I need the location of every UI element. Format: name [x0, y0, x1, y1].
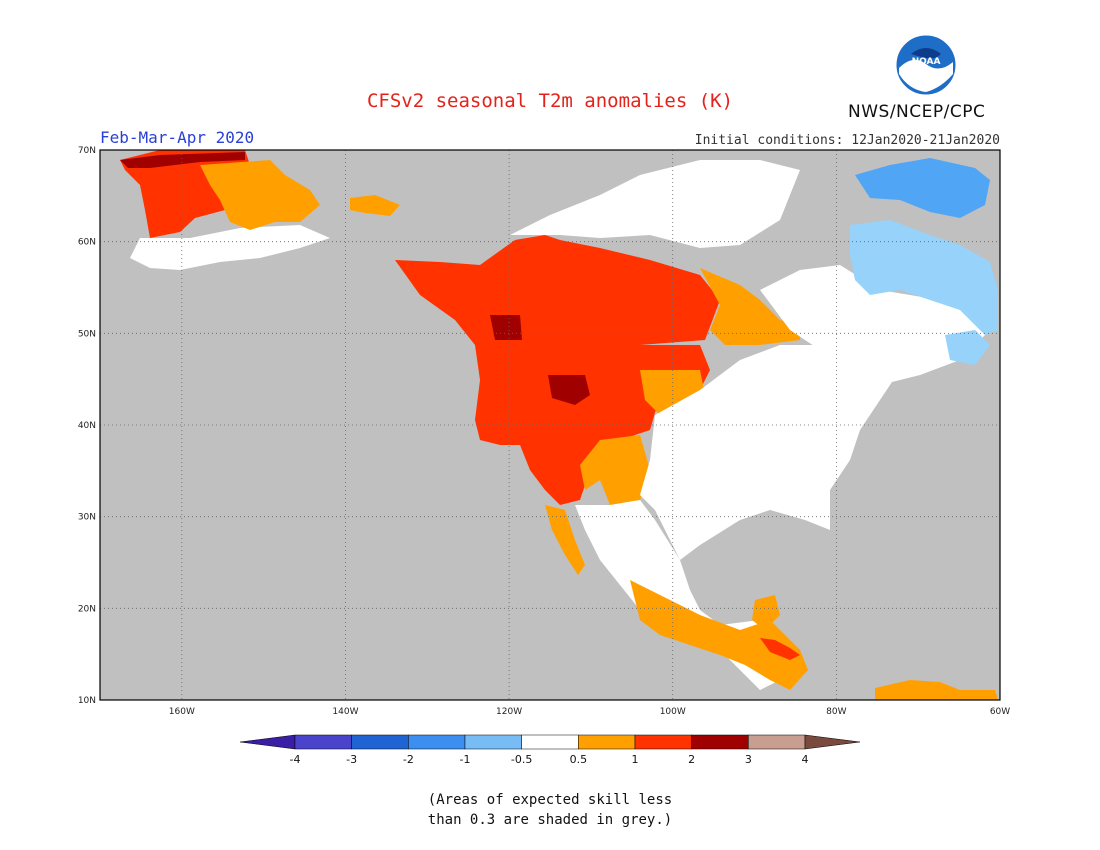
lat-tick-label: 40N: [78, 421, 96, 431]
colorbar-box: [691, 734, 749, 750]
mexico-central-america: [545, 500, 998, 700]
central-us-neutral: [640, 345, 900, 560]
baffin-cool: [855, 158, 990, 218]
logo-text: NOAA: [912, 57, 941, 67]
labrador-cool: [850, 220, 998, 335]
colorbar-tick-label: 2: [688, 753, 695, 766]
lon-tick-label: 120W: [496, 707, 522, 717]
central-america-warm: [760, 638, 800, 660]
colorbar-left-arrow: [239, 734, 296, 750]
footnote-line-2: than 0.3 are shaded in grey.): [427, 812, 673, 828]
alaska-region: [120, 150, 400, 270]
colorbar-tick-label: 1: [632, 753, 639, 766]
nw-canada-neutral: [510, 160, 800, 248]
quebec-neutral: [760, 265, 990, 385]
colorbar-labels: -4 -3 -2 -1 -0.5 0.5 1 2 3 4: [290, 753, 809, 766]
colorbar-box: [578, 734, 636, 750]
lat-tick-label: 70N: [78, 146, 96, 156]
colorbar-box: [634, 734, 692, 750]
lon-tick-label: 60W: [990, 707, 1010, 717]
colorbar-tick-label: 3: [745, 753, 752, 766]
map-frame: [99, 149, 1001, 701]
alaska-hot: [120, 152, 245, 168]
organization-label: NWS/NCEP/CPC: [848, 102, 986, 122]
central-canada-warm-orange: [700, 268, 800, 345]
colorbar-tick-label: 4: [802, 753, 809, 766]
newfoundland-cool: [945, 330, 990, 365]
lat-tick-label: 30N: [78, 513, 96, 523]
eastern-canada: [760, 158, 998, 385]
western-canada-warm: [395, 235, 720, 345]
colorbar-tick-label: -1: [460, 753, 471, 766]
colorbar-box: [521, 734, 579, 750]
bc-hot: [490, 315, 522, 340]
south-america-warm: [875, 680, 998, 700]
lon-tick-label: 140W: [332, 707, 358, 717]
yucatan-warm: [752, 595, 780, 630]
season-label: Feb-Mar-Apr 2020: [100, 128, 255, 147]
lon-tick-label: 160W: [169, 707, 195, 717]
colorbar-tick-label: 0.5: [570, 753, 588, 766]
colorbar-tick-label: -4: [290, 753, 301, 766]
colorbar-right-arrow: [804, 734, 861, 750]
alaska-warm-2: [200, 160, 320, 230]
colorbar-tick-label: -0.5: [511, 753, 532, 766]
baja-warm: [545, 505, 585, 575]
lat-tick-label: 10N: [78, 696, 96, 706]
colorbar-tick-label: -2: [403, 753, 414, 766]
chart-title: CFSv2 seasonal T2m anomalies (K): [366, 90, 734, 112]
lat-tick-label: 50N: [78, 329, 96, 339]
latitude-labels: 70N 60N 50N 40N 30N 20N 10N: [78, 146, 96, 706]
colorbar-box: [408, 734, 466, 750]
colorbar-box: [464, 734, 522, 750]
lat-tick-label: 60N: [78, 238, 96, 248]
yukon-warm: [350, 195, 400, 216]
colorbar-box: [748, 734, 806, 750]
longitude-labels: 160W 140W 120W 100W 80W 60W: [169, 707, 1010, 717]
noaa-logo: NOAA: [895, 34, 957, 96]
lat-tick-label: 20N: [78, 604, 96, 614]
colorbar-box: [294, 734, 352, 750]
alaska-neutral: [130, 225, 330, 270]
lon-tick-label: 80W: [826, 707, 846, 717]
colorbar-box: [351, 734, 409, 750]
mexico-warm-orange: [630, 580, 808, 690]
idaho-wyoming-hot: [548, 375, 590, 405]
southwest-warm-orange: [580, 435, 650, 505]
colorbar-tick-label: -3: [346, 753, 357, 766]
lon-tick-label: 100W: [660, 707, 686, 717]
initial-conditions-label: Initial conditions: 12Jan2020-21Jan2020: [694, 133, 1000, 148]
footnote-line-1: (Areas of expected skill less: [427, 792, 673, 808]
colorbar-boxes: [239, 734, 861, 750]
plains-warm-orange: [640, 370, 705, 415]
